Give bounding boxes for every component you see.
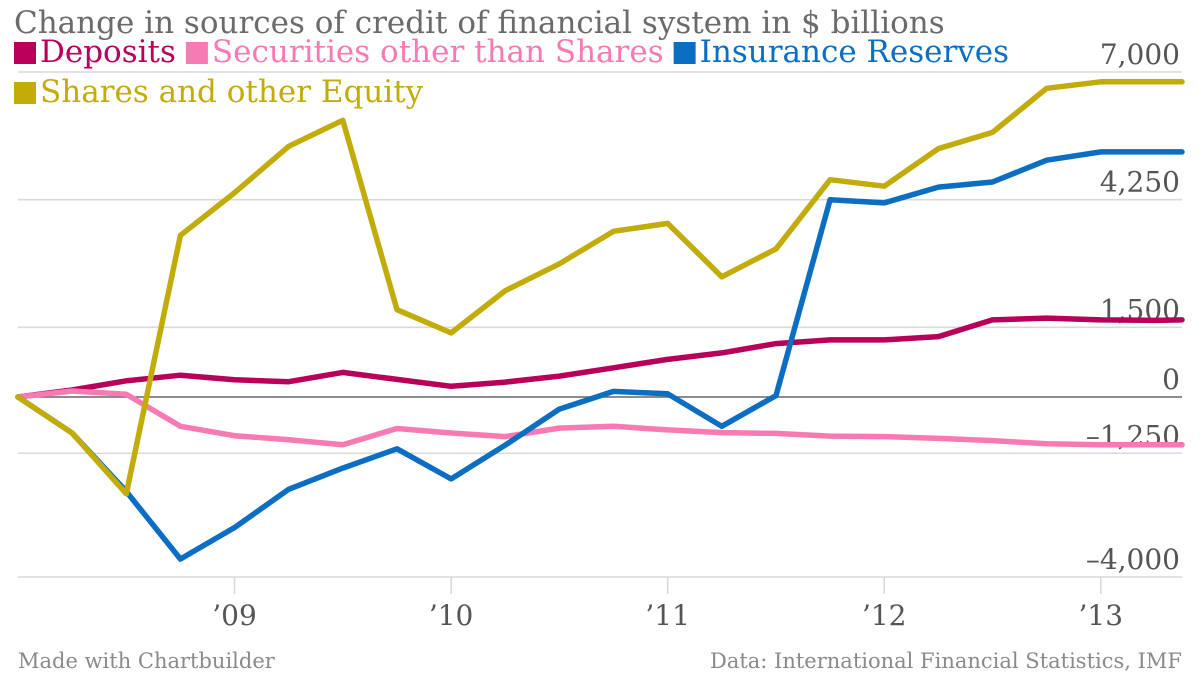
legend: Deposits Securities other than Shares Insu… bbox=[14, 34, 1009, 110]
gridlines bbox=[18, 71, 1182, 578]
series-line-deposits bbox=[15, 315, 1185, 400]
legend-label-2: Insurance Reserves bbox=[700, 34, 1009, 70]
y-tick-label: 7,000 bbox=[1100, 38, 1180, 71]
x-tick-label: ’13 bbox=[1079, 599, 1124, 632]
x-tick-label: ’11 bbox=[645, 599, 690, 632]
x-tick-label: ’09 bbox=[212, 599, 257, 632]
y-tick-label: –4,000 bbox=[1086, 543, 1180, 576]
x-tick-label: ’12 bbox=[862, 599, 907, 632]
footer-source: Data: International Financial Statistics… bbox=[710, 649, 1182, 673]
x-axis-ticks: ’09 ’10 ’11 ’12 ’13 bbox=[212, 577, 1123, 632]
y-tick-label: 0 bbox=[1162, 363, 1180, 396]
series-line-insurance-reserves bbox=[15, 149, 1185, 562]
series-line-shares-and-other-equity bbox=[15, 79, 1185, 497]
legend-label-1: Securities other than Shares bbox=[212, 34, 664, 70]
footer-credit: Made with Chartbuilder bbox=[18, 649, 276, 673]
x-tick-label: ’10 bbox=[429, 599, 474, 632]
legend-swatch-0 bbox=[14, 42, 36, 64]
legend-swatch-3 bbox=[14, 82, 36, 104]
chart-title: Change in sources of credit of financial… bbox=[14, 5, 945, 41]
y-tick-label: 4,250 bbox=[1100, 166, 1180, 199]
legend-swatch-2 bbox=[673, 42, 696, 64]
series-lines bbox=[15, 79, 1185, 562]
series-line-securities-other-than-shares bbox=[15, 388, 1185, 448]
legend-swatch-1 bbox=[185, 42, 208, 64]
legend-label-3: Shares and other Equity bbox=[40, 74, 424, 110]
legend-label-0: Deposits bbox=[40, 34, 176, 70]
